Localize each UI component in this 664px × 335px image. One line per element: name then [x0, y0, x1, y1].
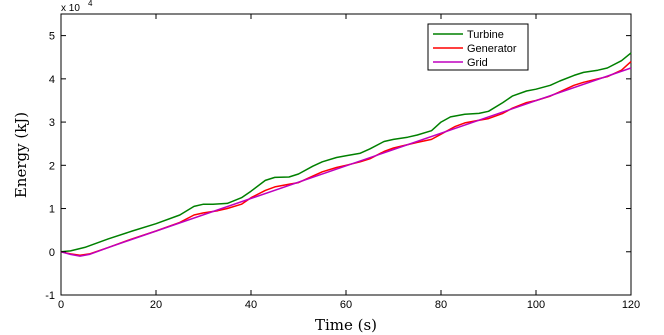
y-exponent-base: x 10: [61, 3, 80, 14]
y-axis-title: Energy (kJ): [12, 112, 30, 198]
y-tick-label: -1: [45, 290, 55, 302]
legend-label-generator: Generator: [467, 43, 517, 55]
y-tick-label: 2: [49, 160, 55, 172]
x-tick-label: 40: [245, 299, 257, 311]
x-tick-label: 80: [435, 299, 447, 311]
x-tick-label: 0: [58, 299, 64, 311]
y-tick-label: 4: [49, 74, 55, 86]
x-tick-label: 60: [340, 299, 352, 311]
y-tick-label: 1: [49, 204, 55, 216]
x-axis-title: Time (s): [315, 316, 377, 334]
y-tick-label: 3: [49, 117, 55, 129]
x-tick-label: 120: [622, 299, 640, 311]
legend-label-grid: Grid: [467, 57, 488, 69]
legend-label-turbine: Turbine: [467, 29, 504, 41]
series-line-grid: [60, 67, 632, 257]
plot-area: [60, 13, 632, 296]
series-layer: [60, 52, 632, 257]
legend: Turbine Generator Grid: [427, 23, 529, 71]
x-tick-label: 100: [527, 299, 545, 311]
y-exponent: x 10 4: [61, 0, 93, 14]
x-tick-label: 20: [150, 299, 162, 311]
series-line-turbine: [60, 52, 632, 253]
y-tick-label: 0: [49, 247, 55, 259]
y-exponent-power: 4: [88, 0, 93, 8]
y-tick-label: 5: [49, 31, 55, 43]
